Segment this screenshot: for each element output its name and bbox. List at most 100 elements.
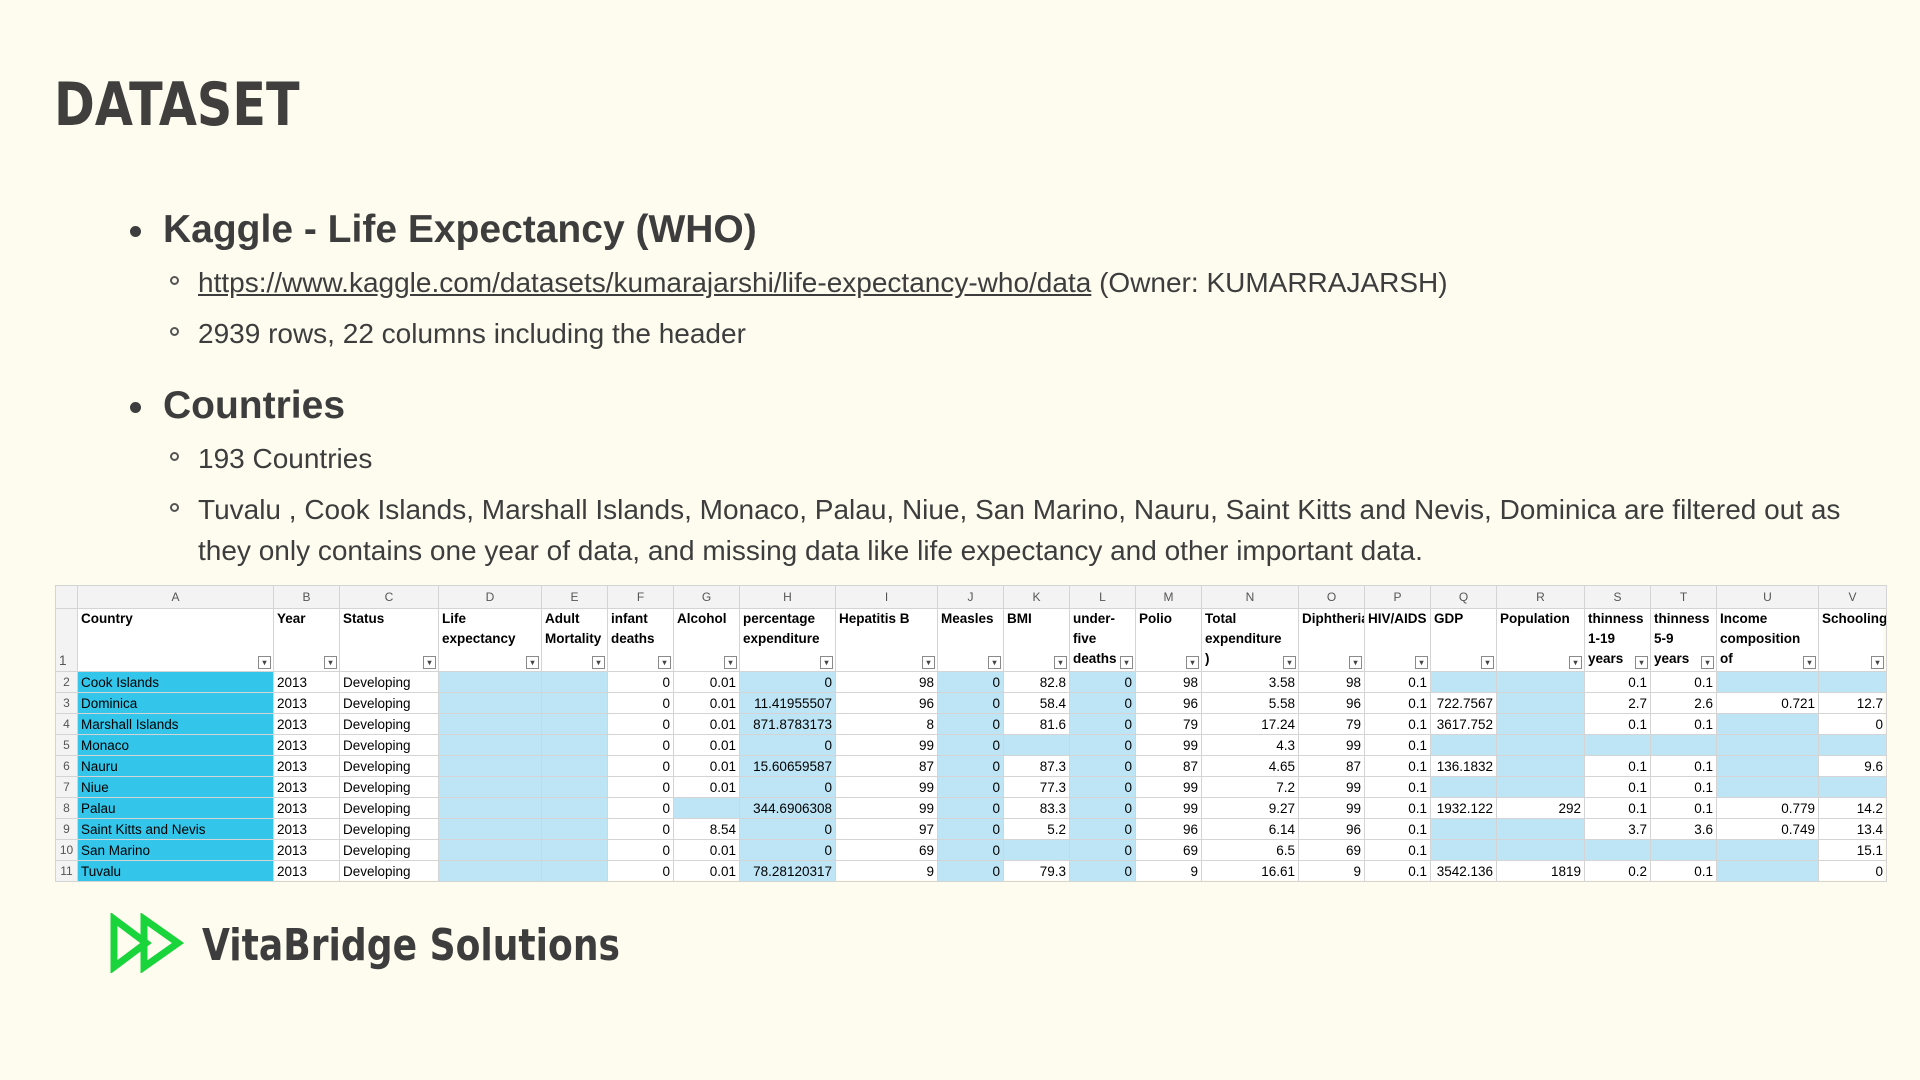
filter-dropdown-icon[interactable]: ▾ xyxy=(1803,656,1816,669)
table-cell[interactable]: 0 xyxy=(937,734,1004,756)
table-cell[interactable]: 87 xyxy=(1135,755,1202,777)
filter-dropdown-icon[interactable]: ▾ xyxy=(1415,656,1428,669)
table-cell[interactable]: 3.7 xyxy=(1584,818,1651,840)
table-cell[interactable]: 0.1 xyxy=(1584,713,1651,735)
table-cell[interactable]: 9 xyxy=(835,860,938,882)
table-cell[interactable]: 79.3 xyxy=(1003,860,1070,882)
table-cell[interactable] xyxy=(1430,818,1497,840)
table-cell[interactable] xyxy=(1716,755,1819,777)
table-cell[interactable]: 99 xyxy=(835,797,938,819)
table-cell[interactable]: 1819 xyxy=(1496,860,1585,882)
table-cell[interactable]: 0.1 xyxy=(1650,797,1717,819)
table-cell[interactable]: 0 xyxy=(937,818,1004,840)
table-cell[interactable] xyxy=(1003,734,1070,756)
table-cell[interactable]: 2013 xyxy=(273,671,340,693)
table-cell[interactable]: 0 xyxy=(607,671,674,693)
table-cell[interactable]: 96 xyxy=(1135,818,1202,840)
table-cell[interactable] xyxy=(541,818,608,840)
table-cell[interactable]: Developing xyxy=(339,734,439,756)
table-cell[interactable] xyxy=(1496,734,1585,756)
filter-dropdown-icon[interactable]: ▾ xyxy=(526,656,539,669)
column-letter[interactable]: P xyxy=(1364,585,1431,609)
table-cell[interactable]: 2013 xyxy=(273,692,340,714)
table-cell[interactable]: 0.1 xyxy=(1364,692,1431,714)
table-cell[interactable]: Monaco xyxy=(77,734,274,756)
table-cell[interactable] xyxy=(1496,839,1585,861)
table-cell[interactable] xyxy=(1430,734,1497,756)
table-cell[interactable]: 0 xyxy=(739,839,836,861)
table-cell[interactable]: 0.779 xyxy=(1716,797,1819,819)
table-cell[interactable] xyxy=(1818,776,1887,798)
filter-dropdown-icon[interactable]: ▾ xyxy=(592,656,605,669)
table-cell[interactable] xyxy=(438,776,542,798)
row-number[interactable]: 11 xyxy=(55,860,78,882)
table-cell[interactable] xyxy=(1716,776,1819,798)
table-cell[interactable]: 9 xyxy=(1298,860,1365,882)
table-cell[interactable]: 0 xyxy=(607,734,674,756)
column-letter[interactable]: H xyxy=(739,585,836,609)
table-cell[interactable] xyxy=(541,734,608,756)
table-cell[interactable]: Palau xyxy=(77,797,274,819)
table-cell[interactable]: 79 xyxy=(1135,713,1202,735)
table-cell[interactable]: 0 xyxy=(937,692,1004,714)
table-cell[interactable]: 0 xyxy=(607,713,674,735)
table-cell[interactable]: Developing xyxy=(339,692,439,714)
column-letter[interactable]: D xyxy=(438,585,542,609)
filter-dropdown-icon[interactable]: ▾ xyxy=(820,656,833,669)
table-cell[interactable] xyxy=(1496,713,1585,735)
table-cell[interactable] xyxy=(1716,734,1819,756)
table-cell[interactable]: 0 xyxy=(739,671,836,693)
table-cell[interactable]: 2013 xyxy=(273,797,340,819)
column-letter[interactable]: K xyxy=(1003,585,1070,609)
row-number[interactable]: 1 xyxy=(55,608,78,672)
table-cell[interactable]: 0 xyxy=(1069,692,1136,714)
table-cell[interactable]: 69 xyxy=(1298,839,1365,861)
table-cell[interactable]: 0.01 xyxy=(673,860,740,882)
table-cell[interactable] xyxy=(1650,839,1717,861)
table-cell[interactable]: 96 xyxy=(1298,692,1365,714)
table-cell[interactable] xyxy=(541,860,608,882)
table-cell[interactable] xyxy=(438,692,542,714)
table-cell[interactable]: 11.41955507 xyxy=(739,692,836,714)
table-cell[interactable]: 0.01 xyxy=(673,671,740,693)
table-cell[interactable] xyxy=(1430,839,1497,861)
table-cell[interactable]: 8 xyxy=(835,713,938,735)
table-cell[interactable]: 69 xyxy=(835,839,938,861)
table-cell[interactable]: Niue xyxy=(77,776,274,798)
row-number[interactable]: 5 xyxy=(55,734,78,756)
table-cell[interactable] xyxy=(438,818,542,840)
table-cell[interactable] xyxy=(438,839,542,861)
table-cell[interactable]: 3.6 xyxy=(1650,818,1717,840)
filter-dropdown-icon[interactable]: ▾ xyxy=(1871,656,1884,669)
table-cell[interactable] xyxy=(1716,860,1819,882)
table-cell[interactable]: 98 xyxy=(1298,671,1365,693)
table-cell[interactable] xyxy=(1496,818,1585,840)
table-cell[interactable]: 0.1 xyxy=(1584,797,1651,819)
table-cell[interactable]: 136.1832 xyxy=(1430,755,1497,777)
column-letter[interactable]: G xyxy=(673,585,740,609)
table-cell[interactable] xyxy=(1430,671,1497,693)
table-cell[interactable]: 82.8 xyxy=(1003,671,1070,693)
table-cell[interactable]: 0.1 xyxy=(1584,755,1651,777)
table-cell[interactable]: 2.7 xyxy=(1584,692,1651,714)
table-cell[interactable] xyxy=(1584,839,1651,861)
table-cell[interactable]: 1932.122 xyxy=(1430,797,1497,819)
table-cell[interactable] xyxy=(541,755,608,777)
table-cell[interactable] xyxy=(541,692,608,714)
table-cell[interactable]: 0 xyxy=(607,818,674,840)
table-cell[interactable]: 0 xyxy=(1069,818,1136,840)
table-cell[interactable]: 0 xyxy=(937,755,1004,777)
filter-dropdown-icon[interactable]: ▾ xyxy=(1283,656,1296,669)
table-cell[interactable] xyxy=(541,839,608,861)
table-cell[interactable]: 2013 xyxy=(273,776,340,798)
table-cell[interactable]: Developing xyxy=(339,860,439,882)
column-letter[interactable]: L xyxy=(1069,585,1136,609)
table-cell[interactable]: 0.01 xyxy=(673,692,740,714)
column-letter[interactable]: I xyxy=(835,585,938,609)
column-letter[interactable]: U xyxy=(1716,585,1819,609)
table-cell[interactable] xyxy=(541,713,608,735)
table-cell[interactable]: 0.1 xyxy=(1364,755,1431,777)
table-cell[interactable]: 69 xyxy=(1135,839,1202,861)
row-number[interactable]: 9 xyxy=(55,818,78,840)
table-cell[interactable]: 0.1 xyxy=(1650,671,1717,693)
